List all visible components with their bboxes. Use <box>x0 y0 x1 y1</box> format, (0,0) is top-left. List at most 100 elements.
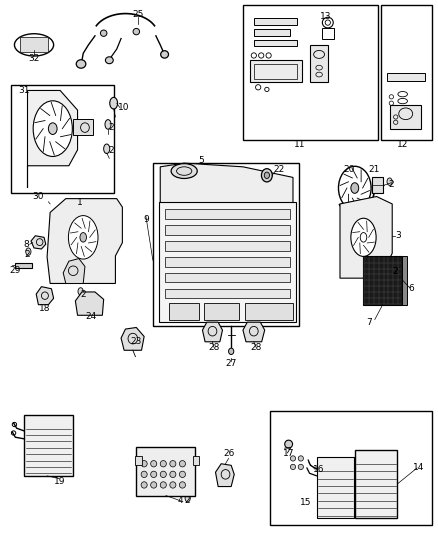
Polygon shape <box>31 236 46 249</box>
Text: 29: 29 <box>10 266 21 275</box>
Bar <box>254 39 297 46</box>
Text: 23: 23 <box>131 337 142 346</box>
Bar <box>311 45 328 82</box>
Bar <box>136 447 195 496</box>
Text: 28: 28 <box>208 343 219 352</box>
Ellipse shape <box>141 471 147 478</box>
Ellipse shape <box>298 464 304 470</box>
Bar <box>387 74 425 81</box>
Ellipse shape <box>76 60 86 68</box>
Ellipse shape <box>229 348 234 354</box>
Text: 24: 24 <box>85 312 96 321</box>
Polygon shape <box>63 259 85 284</box>
Text: 32: 32 <box>28 54 40 63</box>
Text: 6: 6 <box>409 284 414 293</box>
Polygon shape <box>28 91 78 188</box>
Text: 16: 16 <box>312 465 324 473</box>
Ellipse shape <box>161 51 169 58</box>
Polygon shape <box>121 327 144 350</box>
Ellipse shape <box>290 456 296 461</box>
Ellipse shape <box>106 57 113 63</box>
Bar <box>165 257 290 266</box>
Text: 2: 2 <box>392 268 398 276</box>
Polygon shape <box>215 464 234 487</box>
Text: 8: 8 <box>24 240 29 249</box>
Text: 10: 10 <box>117 103 129 112</box>
Polygon shape <box>36 287 53 305</box>
Text: 20: 20 <box>343 166 354 174</box>
Text: 12: 12 <box>397 140 408 149</box>
Ellipse shape <box>110 98 117 109</box>
Bar <box>364 256 402 305</box>
Bar <box>165 225 290 235</box>
Bar <box>15 263 32 268</box>
Ellipse shape <box>387 178 392 185</box>
Bar <box>254 18 297 25</box>
Bar <box>193 456 199 465</box>
Ellipse shape <box>160 471 166 478</box>
Ellipse shape <box>298 456 304 461</box>
Ellipse shape <box>351 183 359 193</box>
Bar <box>322 28 334 38</box>
Text: 13: 13 <box>320 12 332 21</box>
Ellipse shape <box>151 482 157 488</box>
Ellipse shape <box>264 172 269 179</box>
Text: 26: 26 <box>223 449 234 458</box>
Bar <box>20 37 48 52</box>
Text: 15: 15 <box>300 498 312 507</box>
Ellipse shape <box>78 288 83 295</box>
Polygon shape <box>75 292 104 316</box>
Ellipse shape <box>133 28 140 35</box>
Text: 22: 22 <box>273 166 285 174</box>
Polygon shape <box>243 322 265 342</box>
Bar <box>254 29 290 36</box>
Ellipse shape <box>180 461 185 467</box>
Ellipse shape <box>48 123 57 134</box>
Ellipse shape <box>151 461 157 467</box>
Bar <box>243 5 378 140</box>
Text: 11: 11 <box>294 140 306 149</box>
Ellipse shape <box>68 216 98 259</box>
Text: 18: 18 <box>39 304 51 313</box>
Text: 2: 2 <box>25 250 30 259</box>
Bar <box>165 289 290 298</box>
Ellipse shape <box>180 482 185 488</box>
Polygon shape <box>202 322 223 342</box>
Bar <box>270 411 432 525</box>
Bar <box>372 177 383 193</box>
Bar <box>73 119 93 135</box>
Text: 1: 1 <box>77 198 83 207</box>
Ellipse shape <box>261 168 272 182</box>
Ellipse shape <box>26 248 31 255</box>
Ellipse shape <box>151 471 157 478</box>
Bar <box>165 209 290 219</box>
Text: 7: 7 <box>366 318 372 327</box>
Bar <box>381 5 432 140</box>
Text: 2: 2 <box>185 496 191 505</box>
Ellipse shape <box>180 471 185 478</box>
Polygon shape <box>160 163 293 204</box>
Polygon shape <box>340 197 392 278</box>
Text: 2: 2 <box>109 147 114 156</box>
Text: 27: 27 <box>226 359 237 367</box>
Ellipse shape <box>141 461 147 467</box>
Text: 3: 3 <box>396 231 401 240</box>
Text: 2: 2 <box>81 289 86 298</box>
Text: 2: 2 <box>109 123 114 132</box>
Bar <box>24 415 73 476</box>
Ellipse shape <box>80 232 86 242</box>
Text: 9: 9 <box>143 215 149 224</box>
Ellipse shape <box>104 144 110 154</box>
Polygon shape <box>159 202 297 322</box>
Polygon shape <box>47 199 122 284</box>
Ellipse shape <box>160 461 166 467</box>
Bar <box>390 105 421 128</box>
Bar <box>11 85 114 193</box>
Bar <box>254 64 297 79</box>
Text: 21: 21 <box>369 166 380 174</box>
Text: 5: 5 <box>199 156 205 165</box>
Text: 28: 28 <box>250 343 261 352</box>
Bar <box>153 163 299 326</box>
Ellipse shape <box>285 440 293 448</box>
Text: 14: 14 <box>413 464 424 472</box>
